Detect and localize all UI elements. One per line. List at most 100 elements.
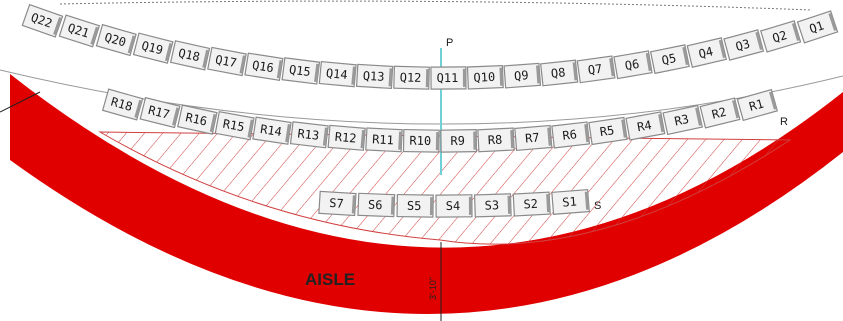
seat-s4[interactable]: S4 — [435, 194, 473, 218]
seat-label: Q12 — [400, 70, 422, 85]
seat-s6[interactable]: S6 — [357, 192, 396, 218]
seat-q1[interactable]: Q1 — [796, 10, 839, 44]
seat-r11[interactable]: R11 — [365, 127, 403, 153]
seat-label: R14 — [259, 122, 283, 139]
seat-label: S3 — [484, 198, 499, 212]
seat-q21[interactable]: Q21 — [58, 14, 101, 48]
seat-q11[interactable]: Q11 — [430, 66, 467, 90]
seat-label: S7 — [329, 196, 344, 211]
seat-label: Q19 — [140, 38, 164, 57]
seat-label: R11 — [372, 132, 394, 147]
seat-label: Q3 — [734, 37, 752, 54]
seat-label: R17 — [147, 103, 171, 122]
seat-q7[interactable]: Q7 — [576, 55, 616, 84]
seat-s1[interactable]: S1 — [551, 188, 590, 215]
row-r: R18 R17 R16 R15 R14 R13 R12 R11 R10 R9 R8 R7 R6 R5 R4 R… — [101, 88, 779, 153]
seat-q12[interactable]: Q12 — [393, 65, 430, 90]
seat-label: Q13 — [362, 69, 384, 84]
seat-q14[interactable]: Q14 — [318, 60, 357, 88]
seat-label: R1 — [748, 97, 766, 114]
seat-q8[interactable]: Q8 — [540, 59, 579, 87]
seat-label: Q16 — [251, 58, 275, 75]
seat-label: R3 — [673, 112, 690, 129]
seat-r14[interactable]: R14 — [252, 116, 292, 145]
aisle-band — [10, 74, 843, 315]
seat-q10[interactable]: Q10 — [466, 64, 504, 90]
row-letter-r: R — [780, 116, 788, 128]
seat-r12[interactable]: R12 — [327, 124, 366, 151]
seat-label: Q9 — [514, 68, 529, 83]
seat-s3[interactable]: S3 — [473, 193, 512, 218]
seat-r13[interactable]: R13 — [289, 121, 329, 149]
seat-s5[interactable]: S5 — [396, 193, 434, 218]
seat-label: Q5 — [660, 51, 677, 68]
seat-label: R7 — [525, 130, 541, 145]
seat-q18[interactable]: Q18 — [169, 40, 211, 71]
seat-q2[interactable]: Q2 — [760, 20, 802, 53]
seat-label: R9 — [450, 134, 465, 148]
seat-label: Q14 — [325, 66, 348, 82]
seat-label: Q7 — [587, 62, 603, 78]
seat-label: R16 — [184, 110, 208, 128]
seat-label: R15 — [222, 117, 246, 135]
seat-q9[interactable]: Q9 — [503, 62, 542, 89]
seat-r18[interactable]: R18 — [101, 88, 144, 121]
seat-r1[interactable]: R1 — [736, 88, 779, 122]
seat-label: Q2 — [771, 28, 789, 46]
row-letter-s: S — [594, 200, 601, 212]
aisle-label: AISLE — [305, 270, 355, 289]
seat-label: R13 — [297, 126, 320, 142]
seat-r15[interactable]: R15 — [214, 110, 255, 141]
seat-label: Q10 — [473, 70, 495, 85]
seat-label: R8 — [487, 133, 502, 148]
seat-label: Q15 — [288, 63, 311, 80]
seat-r3[interactable]: R3 — [662, 104, 703, 136]
seat-label: Q4 — [697, 44, 714, 61]
seat-label: R12 — [334, 130, 357, 146]
top-guide-arc — [59, 0, 813, 11]
seat-r6[interactable]: R6 — [551, 121, 591, 149]
seat-r4[interactable]: R4 — [625, 111, 666, 141]
seat-q5[interactable]: Q5 — [649, 44, 690, 75]
aisle-edge-line — [0, 91, 41, 113]
seat-label: Q22 — [29, 10, 54, 30]
seat-label: R6 — [562, 127, 578, 143]
seat-s2[interactable]: S2 — [512, 191, 551, 217]
seat-q19[interactable]: Q19 — [132, 32, 174, 64]
seat-r17[interactable]: R17 — [139, 96, 181, 129]
seat-r9[interactable]: R9 — [440, 129, 478, 153]
row-s: S7 S6 S5 S4 S3 S2 S1 — [318, 188, 590, 218]
seat-q3[interactable]: Q3 — [723, 29, 765, 61]
seat-label: Q18 — [177, 46, 201, 64]
seat-q4[interactable]: Q4 — [686, 37, 728, 68]
seat-label: R5 — [599, 123, 615, 139]
seat-q16[interactable]: Q16 — [244, 52, 284, 81]
seat-s7[interactable]: S7 — [318, 190, 357, 217]
seat-q22[interactable]: Q22 — [21, 3, 64, 38]
seat-label: R2 — [710, 105, 727, 122]
seat-q15[interactable]: Q15 — [281, 57, 321, 85]
seat-label: Q11 — [437, 71, 459, 85]
row-q: Q22 Q21 Q20 Q19 Q18 Q17 Q16 Q15 Q14 Q13 Q12 Q11 Q10 Q… — [21, 3, 839, 90]
seat-label: S6 — [368, 198, 383, 213]
seat-r5[interactable]: R5 — [588, 116, 628, 146]
seat-r10[interactable]: R10 — [402, 128, 440, 153]
seat-label: S2 — [523, 197, 538, 212]
seat-r7[interactable]: R7 — [514, 124, 553, 151]
seat-q20[interactable]: Q20 — [95, 23, 137, 57]
dimension-label: 3'-10" — [428, 277, 438, 300]
seat-q17[interactable]: Q17 — [207, 46, 247, 77]
seat-label: R10 — [409, 134, 431, 148]
seat-r16[interactable]: R16 — [177, 104, 218, 135]
seat-label: S5 — [407, 199, 422, 213]
seat-label: Q8 — [550, 65, 566, 80]
seat-label: R4 — [636, 118, 653, 134]
seat-r8[interactable]: R8 — [477, 127, 515, 153]
row-letter-p: P — [446, 37, 453, 49]
seat-label: Q1 — [808, 18, 826, 36]
seat-label: Q17 — [214, 52, 238, 70]
seat-q6[interactable]: Q6 — [613, 50, 653, 80]
seat-q13[interactable]: Q13 — [355, 63, 394, 90]
seat-r2[interactable]: R2 — [699, 97, 741, 129]
